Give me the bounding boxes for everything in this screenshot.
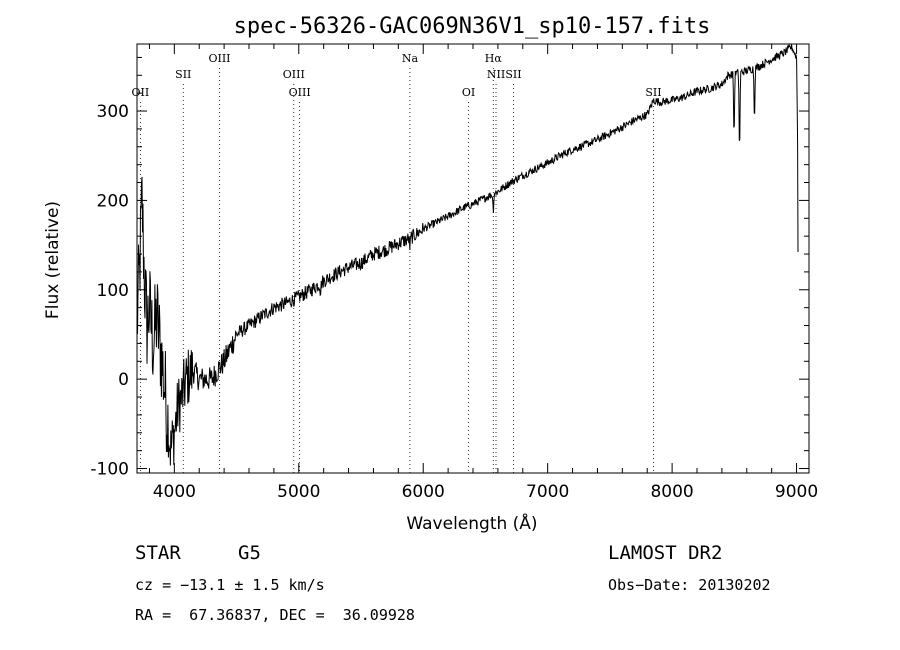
redshift-velocity: cz = −13.1 ± 1.5 km/s — [135, 576, 325, 594]
y-tick-label: 100 — [97, 281, 129, 301]
x-axis-label: Wavelength (Å) — [406, 512, 537, 534]
line-marker-label: NII — [487, 68, 505, 81]
survey-name: LAMOST DR2 — [608, 542, 723, 564]
y-tick-label: 200 — [97, 191, 129, 211]
line-marker-label: SII — [175, 68, 191, 81]
line-marker-label: SII — [645, 86, 661, 99]
line-marker-label: Hα — [485, 52, 503, 65]
object-subclass: G5 — [238, 542, 261, 564]
y-tick-label: -100 — [90, 460, 129, 480]
line-marker-label: Na — [402, 52, 419, 65]
line-marker-label: OII — [132, 86, 150, 99]
object-class: STAR — [135, 542, 181, 564]
chart-title: spec-56326-GAC069N36V1_sp10-157.fits — [234, 14, 711, 39]
x-tick-label: 5000 — [277, 482, 320, 502]
line-marker-label: SII — [505, 68, 521, 81]
plot-frame — [136, 43, 810, 474]
y-tick-label: 300 — [97, 102, 129, 122]
x-tick-label: 6000 — [402, 482, 445, 502]
x-tick-label: 4000 — [153, 482, 196, 502]
coordinates: RA = 67.36837, DEC = 36.09928 — [135, 606, 415, 624]
spectrum-line — [136, 42, 799, 466]
line-marker-label: OI — [462, 86, 475, 99]
x-tick-label: 9000 — [775, 482, 818, 502]
y-tick-label: 0 — [118, 370, 129, 390]
line-marker-label: OIII — [208, 52, 230, 65]
axis-ticks: 4000 5000 6000 7000 8000 9000 -100 0 100 200 300 — [90, 44, 818, 502]
observation-date: Obs−Date: 20130202 — [608, 576, 771, 594]
y-axis-label: Flux (relative) — [43, 201, 63, 319]
line-marker-label: OIII — [289, 86, 311, 99]
x-tick-label: 7000 — [526, 482, 569, 502]
line-marker-label: OIII — [283, 68, 305, 81]
x-tick-label: 8000 — [650, 482, 693, 502]
